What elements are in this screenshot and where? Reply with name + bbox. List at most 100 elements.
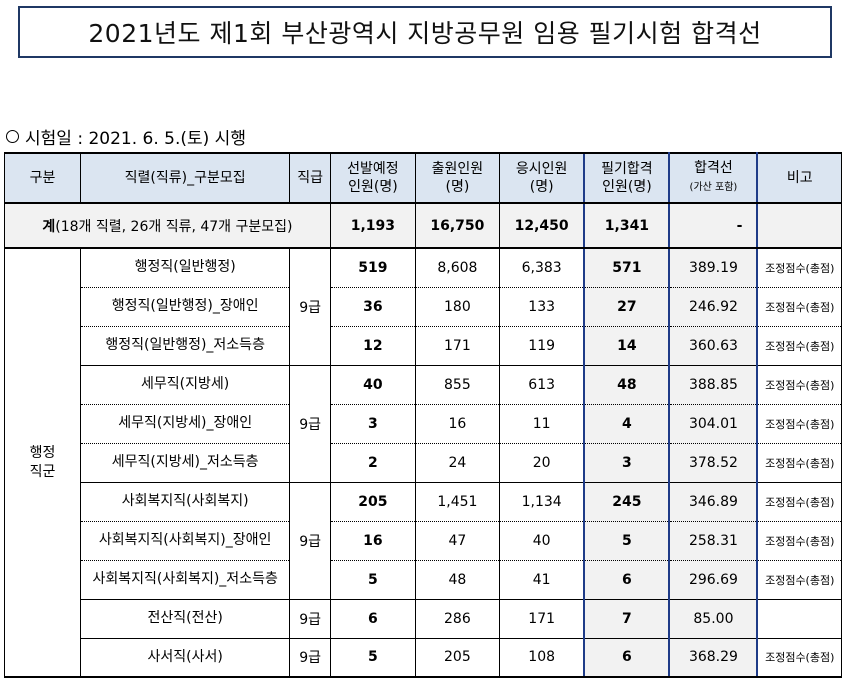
job-cell: 사서직(사서) — [79, 637, 291, 678]
total-label-bold: 계 — [42, 218, 56, 235]
remark-cell: 조정점수(총점) — [756, 637, 843, 678]
header-passed-line2: 인원(명) — [602, 179, 652, 195]
cutoff-cell: 246.92 — [668, 286, 759, 327]
planned-cell: 5 — [329, 559, 416, 600]
takers-cell: 119 — [498, 325, 585, 366]
takers-cell: 171 — [498, 598, 585, 639]
grade-cell: 9급 — [289, 598, 331, 639]
remark-cell: 조정점수(총점) — [756, 559, 843, 600]
takers-cell: 6,383 — [498, 247, 585, 288]
passed-cell: 27 — [583, 286, 671, 327]
job-cell: 행정직(일반행정)_장애인 — [79, 286, 291, 327]
remark-cell: 조정점수(총점) — [756, 286, 843, 327]
job-cell: 사회복지직(사회복지)_장애인 — [79, 520, 291, 561]
cutoff-table: 구분 직렬(직류)_구분모집 직급 선발예정 인원(명) 출원인원 (명) 응시인원… — [4, 152, 843, 678]
total-label: 계(18개 직렬, 26개 직류, 47개 구분모집) — [4, 202, 331, 249]
passed-cell: 5 — [583, 520, 671, 561]
total-passed: 1,341 — [583, 202, 671, 249]
cutoff-cell: 296.69 — [668, 559, 759, 600]
table-row: 세무직(지방세) 9급 40 855 613 48 388.85 조정점수(총점… — [5, 364, 843, 483]
cutoff-cell: 360.63 — [668, 325, 759, 366]
total-applicants: 16,750 — [414, 202, 500, 249]
applicants-cell: 48 — [414, 559, 500, 600]
table-row: 사회복지직(사회복지)_저소득층 5 48 41 6 296.69 조정점수(총… — [5, 559, 843, 600]
table-row: 행정직(일반행정)_장애인 36 180 133 27 246.92 조정점수(… — [5, 286, 843, 327]
header-cutoff: 합격선 (가산 포함) — [668, 152, 759, 204]
job-cell: 사회복지직(사회복지) — [79, 481, 291, 522]
remark-cell: 조정점수(총점) — [756, 520, 843, 561]
table-row: 사서직(사서) 9급 5 205 108 6 368.29 조정점수(총점) — [5, 637, 843, 678]
planned-cell: 519 — [329, 247, 416, 288]
job-cell: 세무직(지방세) — [79, 364, 291, 405]
header-applicants-line1: 출원인원 — [431, 161, 484, 177]
takers-cell: 613 — [498, 364, 585, 405]
header-takers-line2: (명) — [529, 179, 554, 195]
planned-cell: 12 — [329, 325, 416, 366]
takers-cell: 133 — [498, 286, 585, 327]
planned-cell: 2 — [329, 442, 416, 483]
grade-cell: 9급 — [289, 481, 331, 600]
cutoff-cell: 389.19 — [668, 247, 759, 288]
applicants-cell: 855 — [414, 364, 500, 405]
applicants-cell: 1,451 — [414, 481, 500, 522]
passed-cell: 14 — [583, 325, 671, 366]
remark-cell: 조정점수(총점) — [756, 325, 843, 366]
applicants-cell: 180 — [414, 286, 500, 327]
passed-cell: 48 — [583, 364, 671, 405]
job-cell: 세무직(지방세)_장애인 — [79, 403, 291, 444]
takers-cell: 20 — [498, 442, 585, 483]
header-cutoff-line2: (가산 포함) — [689, 182, 738, 193]
header-planned: 선발예정 인원(명) — [329, 152, 416, 204]
header-takers-line1: 응시인원 — [515, 161, 568, 177]
remark-cell: 조정점수(총점) — [756, 364, 843, 405]
cutoff-cell: 346.89 — [668, 481, 759, 522]
group-cell: 행정 직군 — [4, 247, 81, 678]
remark-cell: 조정점수(총점) — [756, 481, 843, 522]
job-cell: 세무직(지방세)_저소득층 — [79, 442, 291, 483]
job-cell: 행정직(일반행정) — [79, 247, 291, 288]
planned-cell: 16 — [329, 520, 416, 561]
group-label-line2: 직군 — [29, 463, 56, 480]
remark-cell — [756, 598, 843, 639]
applicants-cell: 16 — [414, 403, 500, 444]
header-applicants-line2: (명) — [445, 179, 470, 195]
total-cutoff: - — [668, 202, 759, 249]
header-job: 직렬(직류)_구분모집 — [79, 152, 291, 204]
header-remark: 비고 — [756, 152, 843, 204]
applicants-cell: 47 — [414, 520, 500, 561]
grade-cell: 9급 — [289, 637, 331, 678]
planned-cell: 36 — [329, 286, 416, 327]
passed-cell: 4 — [583, 403, 671, 444]
passed-cell: 6 — [583, 559, 671, 600]
takers-cell: 40 — [498, 520, 585, 561]
planned-cell: 5 — [329, 637, 416, 678]
job-cell: 전산직(전산) — [79, 598, 291, 639]
cutoff-cell: 368.29 — [668, 637, 759, 678]
passed-cell: 7 — [583, 598, 671, 639]
passed-cell: 3 — [583, 442, 671, 483]
cutoff-cell: 378.52 — [668, 442, 759, 483]
table-row: 세무직(지방세)_저소득층 2 24 20 3 378.52 조정점수(총점) — [5, 442, 843, 483]
header-category: 구분 — [4, 152, 81, 204]
takers-cell: 41 — [498, 559, 585, 600]
exam-date-text: 시험일 : 2021. 6. 5.(토) 시행 — [25, 129, 246, 149]
page-title: 2021년도 제1회 부산광역시 지방공무원 임용 필기시험 합격선 — [18, 6, 832, 58]
grade-cell: 9급 — [289, 247, 331, 366]
total-label-rest: (18개 직렬, 26개 직류, 47개 구분모집) — [55, 218, 293, 235]
table-row: 행정직(일반행정)_저소득층 12 171 119 14 360.63 조정점수… — [5, 325, 843, 366]
total-takers: 12,450 — [498, 202, 585, 249]
circle-bullet-icon — [6, 130, 19, 143]
cutoff-cell: 304.01 — [668, 403, 759, 444]
remark-cell: 조정점수(총점) — [756, 442, 843, 483]
planned-cell: 205 — [329, 481, 416, 522]
table-row: 사회복지직(사회복지) 9급 205 1,451 1,134 245 346.8… — [5, 481, 843, 600]
applicants-cell: 205 — [414, 637, 500, 678]
total-row: 계(18개 직렬, 26개 직류, 47개 구분모집) 1,193 16,750… — [4, 202, 843, 249]
remark-cell: 조정점수(총점) — [756, 403, 843, 444]
passed-cell: 6 — [583, 637, 671, 678]
header-passed-line1: 필기합격 — [601, 161, 653, 177]
applicants-cell: 24 — [414, 442, 500, 483]
header-cutoff-line1: 합격선 — [694, 160, 733, 176]
cutoff-cell: 388.85 — [668, 364, 759, 405]
